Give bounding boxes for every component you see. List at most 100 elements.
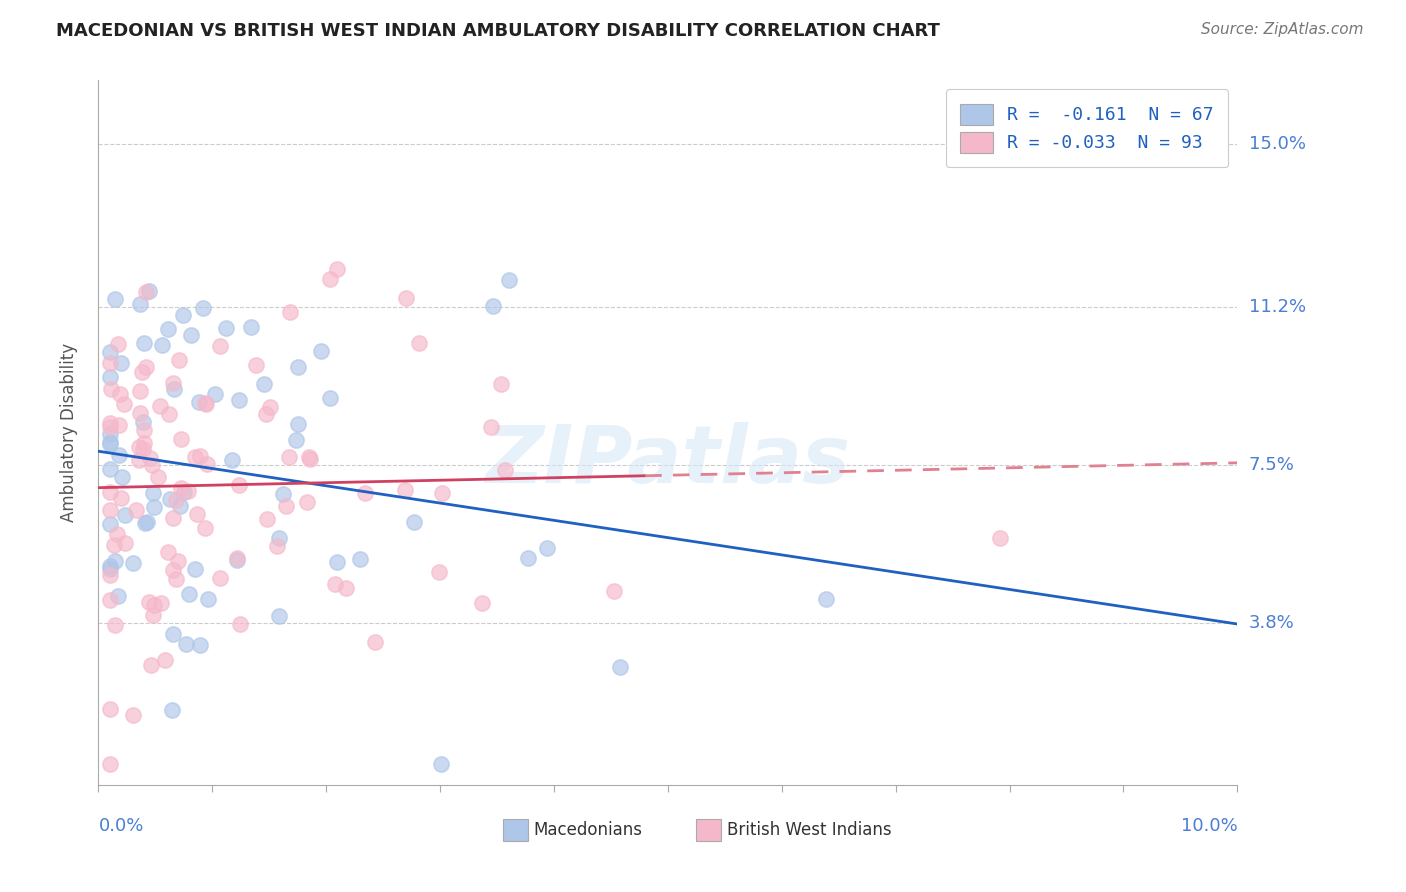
Point (98, 461, 121, 475)
Y-axis label: Ambulatory Disability: Ambulatory Disability (59, 343, 77, 522)
Point (287, 359, 309, 374)
Point (128, 384, 150, 398)
Point (108, 417, 131, 432)
Point (98, 344, 121, 359)
Point (129, 406, 152, 420)
Point (180, 328, 202, 343)
Point (162, 376, 184, 391)
Point (132, 423, 155, 437)
Point (112, 396, 135, 410)
Point (128, 441, 150, 455)
Point (228, 392, 250, 407)
Text: Source: ZipAtlas.com: Source: ZipAtlas.com (1201, 22, 1364, 37)
Point (271, 487, 294, 501)
Point (132, 442, 155, 456)
Point (349, 551, 371, 566)
Point (141, 607, 163, 622)
Point (170, 481, 193, 495)
Point (190, 449, 212, 463)
Point (204, 387, 226, 401)
Point (245, 358, 267, 372)
Point (149, 399, 172, 413)
Point (98, 502, 121, 516)
Point (184, 450, 207, 465)
Point (208, 571, 231, 585)
Point (162, 627, 184, 641)
Point (146, 470, 169, 484)
Point (177, 483, 200, 498)
Point (221, 452, 243, 467)
Point (165, 493, 187, 508)
Point (100, 562, 122, 576)
Point (98, 435, 121, 450)
Point (299, 451, 322, 466)
Legend: R =  -0.161  N = 67, R = -0.033  N = 93: R = -0.161 N = 67, R = -0.033 N = 93 (946, 89, 1229, 167)
Point (215, 321, 238, 335)
Point (98, 427, 121, 442)
Point (135, 360, 157, 375)
Point (174, 637, 197, 651)
Point (297, 495, 319, 509)
Point (266, 540, 288, 554)
Point (256, 512, 278, 526)
Point (254, 407, 277, 421)
Point (132, 415, 155, 429)
Point (609, 659, 631, 673)
Point (136, 515, 159, 529)
Point (98, 485, 121, 500)
Point (169, 499, 191, 513)
Point (132, 336, 155, 351)
Point (100, 382, 122, 396)
Point (132, 435, 155, 450)
Point (129, 297, 152, 311)
Point (142, 485, 165, 500)
Point (195, 397, 218, 411)
Point (134, 516, 156, 530)
Point (191, 301, 214, 315)
Point (141, 458, 163, 473)
Point (988, 532, 1011, 546)
Point (153, 653, 176, 667)
Point (107, 448, 129, 462)
Point (105, 527, 128, 541)
Point (408, 335, 430, 350)
Point (309, 344, 332, 359)
Point (107, 589, 129, 603)
Point (197, 591, 219, 606)
Point (163, 382, 186, 396)
Point (103, 538, 125, 552)
Point (128, 453, 150, 467)
Point (98, 558, 121, 573)
Text: MACEDONIAN VS BRITISH WEST INDIAN AMBULATORY DISABILITY CORRELATION CHART: MACEDONIAN VS BRITISH WEST INDIAN AMBULA… (56, 22, 941, 40)
Point (98, 756, 121, 771)
FancyBboxPatch shape (503, 819, 527, 841)
Point (323, 577, 346, 591)
Point (188, 394, 211, 409)
Point (482, 299, 505, 313)
Point (131, 366, 153, 380)
Point (170, 433, 193, 447)
Point (139, 658, 162, 673)
Point (319, 272, 342, 286)
Point (364, 634, 387, 648)
Point (479, 419, 502, 434)
Text: Macedonians: Macedonians (533, 821, 643, 839)
Point (536, 541, 558, 556)
Point (277, 450, 299, 464)
Point (394, 483, 416, 497)
Point (167, 554, 190, 568)
Text: 15.0%: 15.0% (1249, 136, 1306, 153)
Point (194, 521, 217, 535)
Point (98, 356, 121, 370)
Point (162, 511, 184, 525)
Point (104, 618, 127, 632)
Text: 0.0%: 0.0% (98, 817, 143, 835)
Point (186, 508, 208, 522)
Point (179, 587, 201, 601)
Point (104, 554, 127, 568)
Point (138, 451, 160, 466)
Point (517, 550, 540, 565)
Point (98, 436, 121, 450)
Point (111, 470, 134, 484)
Point (157, 321, 180, 335)
